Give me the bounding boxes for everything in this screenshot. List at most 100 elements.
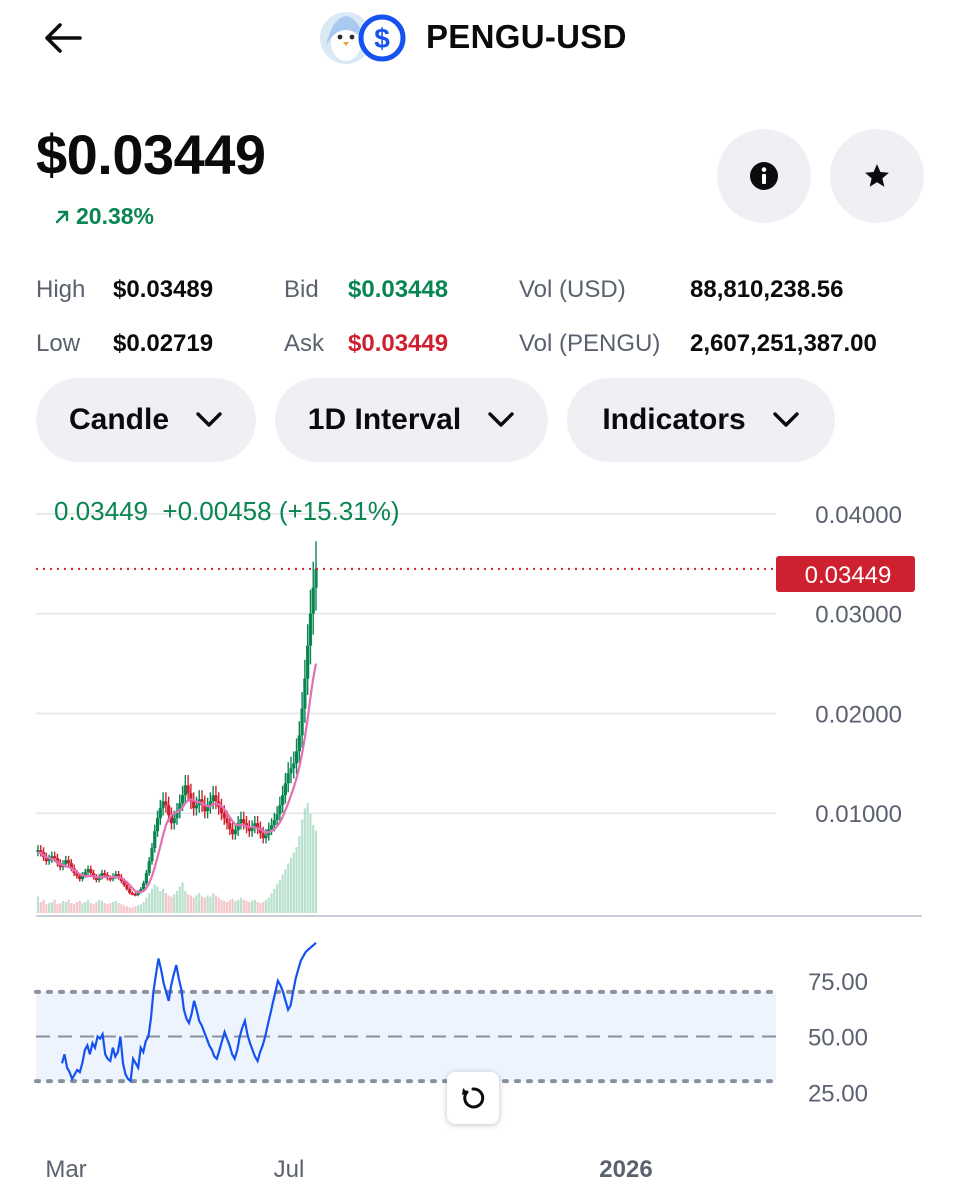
candle-body — [39, 850, 43, 853]
candle-body — [225, 818, 229, 824]
volume-bar — [228, 899, 231, 913]
pengu-usd-logo-icon: $ — [318, 10, 410, 66]
volume-bar — [198, 893, 201, 913]
candle-body — [122, 881, 126, 886]
volume-bar — [145, 897, 148, 913]
candle-body — [103, 873, 107, 876]
volume-bar — [275, 884, 279, 913]
candle-body — [178, 803, 182, 812]
candle-body — [128, 889, 132, 894]
volume-bar — [301, 819, 304, 913]
candle-body — [136, 892, 140, 896]
volume-bar — [134, 906, 137, 913]
volume-bar — [181, 882, 184, 913]
candle-body — [153, 831, 157, 849]
volume-bar — [248, 902, 251, 913]
volume-bar — [131, 907, 134, 913]
bid-label: Bid — [284, 276, 319, 303]
volume-bar — [114, 900, 117, 913]
candle-body — [200, 799, 204, 805]
volume-bar — [203, 897, 206, 913]
chart-type-dropdown[interactable]: Candle — [36, 378, 256, 462]
candle-body — [253, 823, 257, 828]
candle-body — [294, 751, 299, 764]
current-price: $0.03449 — [36, 123, 266, 186]
price-chart[interactable]: 0.03449 +0.00458 (+15.31%) 0.04000 0.0300… — [0, 480, 959, 1200]
volume-bar — [212, 893, 215, 913]
candle-body — [283, 783, 288, 796]
vol-usd-value: 88,810,238.56 — [690, 276, 844, 303]
candle-body — [256, 823, 260, 829]
candle-body — [86, 869, 90, 873]
candle-body — [258, 828, 262, 834]
page-title: PENGU-USD — [426, 18, 627, 55]
candle-body — [80, 875, 85, 880]
volume-bar — [209, 896, 212, 913]
candle-body — [180, 795, 185, 804]
candle-body — [117, 874, 121, 878]
price-tick-label: 0.04000 — [815, 502, 902, 529]
candle-body — [269, 825, 274, 830]
last-price-badge — [776, 556, 915, 592]
volume-bar — [164, 893, 167, 913]
candle-body — [133, 894, 137, 896]
reset-chart-button[interactable] — [447, 1072, 499, 1124]
info-button[interactable] — [717, 129, 811, 223]
volume-bar — [195, 895, 198, 913]
volume-bar — [287, 863, 290, 913]
volume-bar — [245, 900, 248, 913]
candle-body — [50, 856, 54, 860]
candles — [36, 541, 318, 897]
volume-bar — [192, 897, 195, 913]
volume-bar — [128, 907, 131, 913]
candle-body — [142, 883, 146, 890]
candle-body — [144, 873, 149, 884]
volume-bar — [125, 906, 129, 913]
volume-bar — [75, 902, 79, 913]
candle-body — [211, 795, 215, 802]
volume-bar — [89, 903, 92, 913]
price-change-percent: 20.38% — [76, 203, 155, 229]
volume-bar — [278, 880, 281, 913]
volume-bar — [264, 899, 268, 913]
favorite-button[interactable] — [830, 129, 924, 223]
candle-body — [261, 833, 265, 839]
volume-bar — [167, 895, 170, 913]
candle-body — [172, 818, 176, 824]
candle-body — [292, 763, 296, 769]
volume-bar — [273, 888, 276, 913]
volume-bar — [206, 895, 209, 913]
volume-bar — [117, 903, 120, 913]
volume-bar — [284, 869, 287, 913]
ask-label: Ask — [284, 330, 325, 357]
candle-body — [66, 860, 71, 864]
candle-body — [306, 645, 310, 679]
axis-ticks: 0.04000 0.03000 0.02000 0.01000 75.00 50.00 25… — [45, 502, 902, 1183]
x-tick-label: Mar — [45, 1156, 86, 1183]
volume-bar — [156, 886, 159, 913]
volume-bar — [148, 893, 151, 913]
chart-type-label: Candle — [68, 403, 170, 436]
interval-dropdown[interactable]: 1D Interval — [275, 378, 548, 462]
candle-body — [233, 830, 237, 835]
volume-bar — [292, 852, 295, 913]
indicators-dropdown[interactable]: Indicators — [567, 378, 835, 462]
chevron-down-icon — [488, 412, 514, 427]
candle-body — [264, 835, 268, 839]
candle-body — [281, 795, 285, 806]
interval-label: 1D Interval — [307, 403, 462, 436]
ask-value: $0.03449 — [348, 330, 449, 357]
volume-bar — [92, 904, 95, 913]
volume-bar — [42, 899, 45, 913]
volume-bar — [314, 830, 318, 913]
candle-body — [78, 876, 82, 880]
back-button[interactable] — [40, 18, 84, 58]
candle-body — [108, 878, 112, 880]
candle-body — [55, 858, 60, 864]
arrow-left-icon — [45, 23, 82, 53]
volume-bar — [153, 884, 156, 913]
volume-bar — [45, 904, 48, 913]
candle-body — [75, 873, 79, 877]
candle-body — [247, 827, 251, 832]
candle-body — [53, 856, 57, 859]
